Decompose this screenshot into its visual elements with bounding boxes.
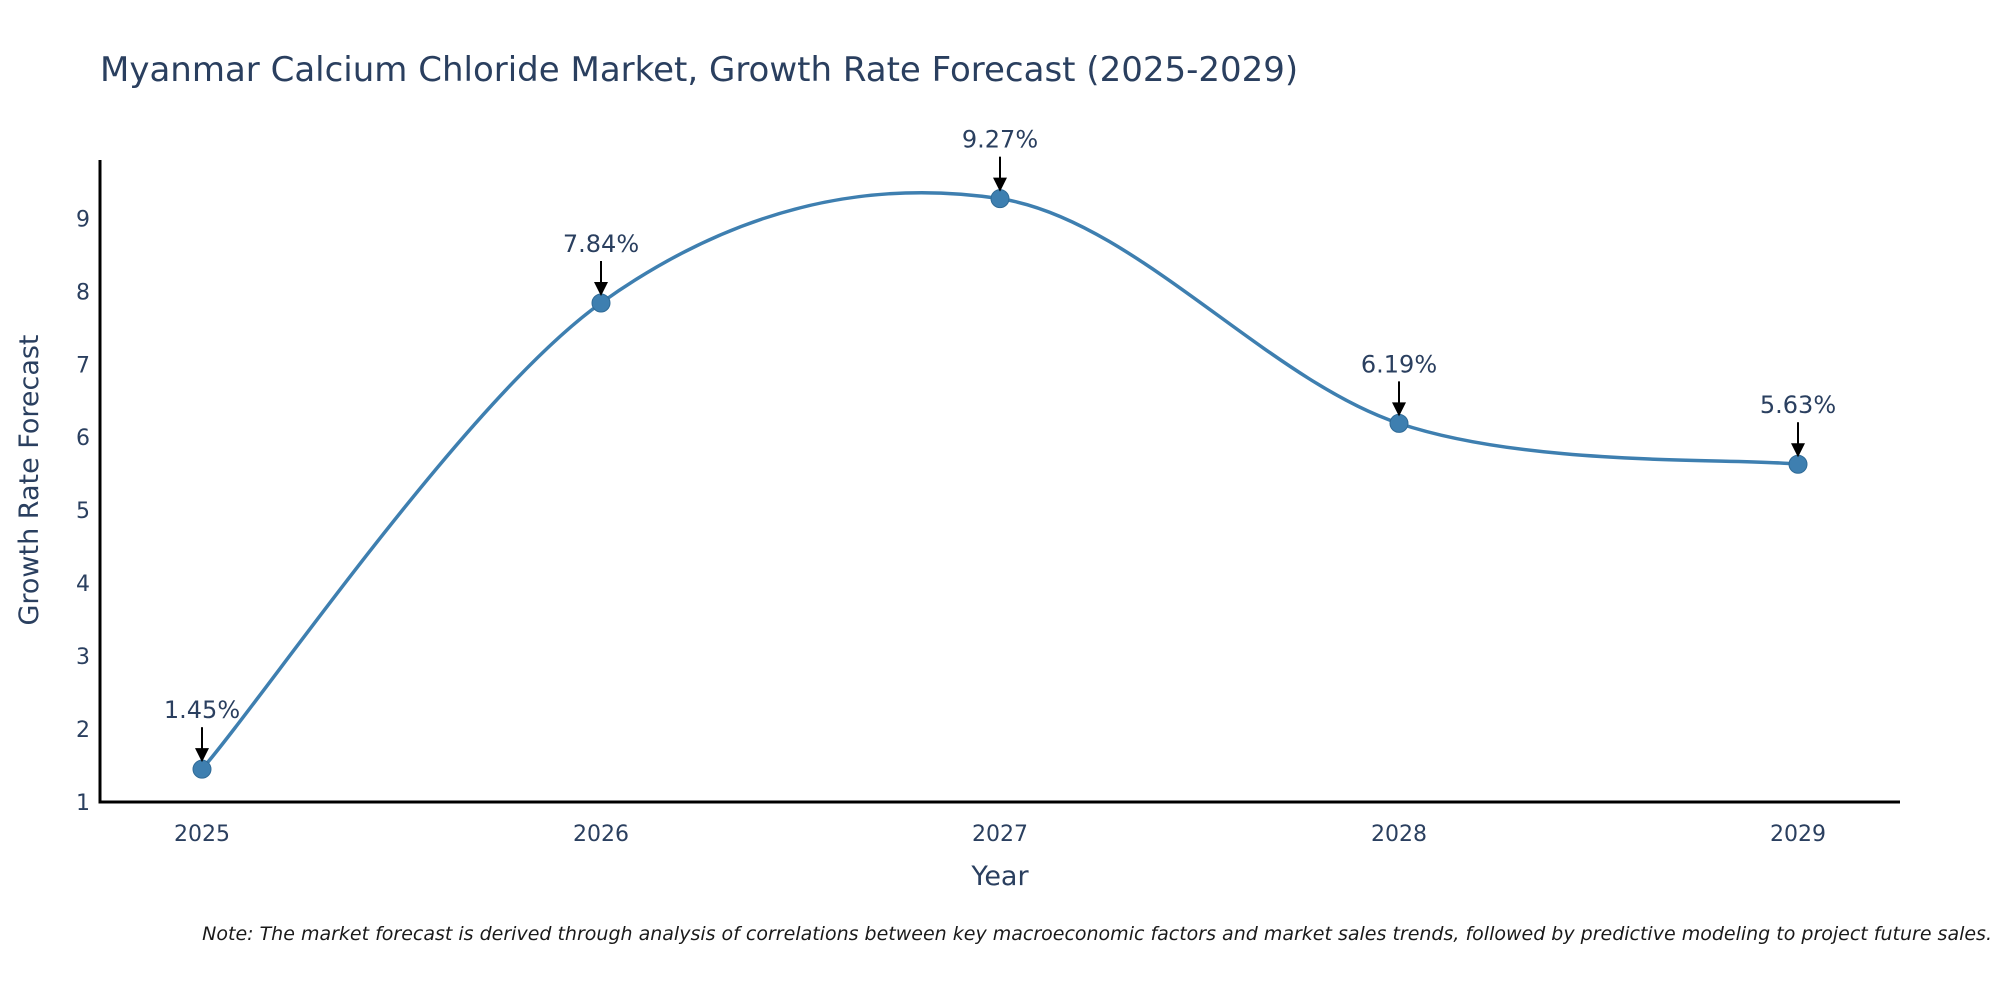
y-tick-label: 3 (76, 645, 90, 670)
x-tick-label: 2027 (972, 822, 1028, 847)
data-label: 9.27% (962, 126, 1038, 154)
y-tick-label: 9 (76, 207, 90, 232)
y-tick-label: 1 (76, 791, 90, 816)
y-axis-ticks: 1 2 3 4 5 6 7 8 9 (76, 207, 90, 816)
x-tick-label: 2028 (1371, 822, 1427, 847)
x-axis-ticks: 2025 2026 2027 2028 2029 (174, 822, 1826, 847)
y-tick-label: 8 (76, 280, 90, 305)
data-point-marker (591, 293, 611, 313)
annotation-arrow-head (1791, 443, 1805, 458)
data-label: 7.84% (563, 230, 639, 258)
annotation-arrow-head (1392, 402, 1406, 417)
data-label: 5.63% (1760, 391, 1836, 419)
series-line (200, 190, 1799, 771)
x-tick-label: 2025 (174, 822, 230, 847)
data-point-marker (192, 759, 212, 779)
data-point-marker (990, 189, 1010, 209)
data-label: 1.45% (164, 696, 240, 724)
y-tick-label: 5 (76, 499, 90, 524)
data-label-annotations: 1.45% 7.84% 9.27% 6.19% 5.63% (164, 126, 1836, 763)
y-tick-label: 4 (76, 572, 90, 597)
annotation-arrow-head (993, 177, 1007, 192)
y-tick-label: 7 (76, 353, 90, 378)
annotation-arrow-head (594, 281, 608, 296)
x-axis-title: Year (970, 861, 1029, 892)
series-markers (192, 189, 1808, 779)
y-tick-label: 6 (76, 426, 90, 451)
data-label: 6.19% (1361, 350, 1437, 378)
y-axis-title: Growth Rate Forecast (14, 334, 45, 625)
plot-area: 1 2 3 4 5 6 7 8 9 2025 2026 2027 2028 2029 1.45% 7.84… (76, 126, 1900, 847)
x-tick-label: 2026 (573, 822, 629, 847)
data-point-marker (1389, 413, 1409, 433)
forecast-note: Note: The market forecast is derived thr… (202, 923, 1992, 945)
chart-title: Myanmar Calcium Chloride Market, Growth … (100, 50, 1298, 90)
annotation-arrow-head (195, 748, 209, 763)
x-tick-label: 2029 (1770, 822, 1826, 847)
data-point-marker (1788, 454, 1808, 474)
y-tick-label: 2 (76, 718, 90, 743)
